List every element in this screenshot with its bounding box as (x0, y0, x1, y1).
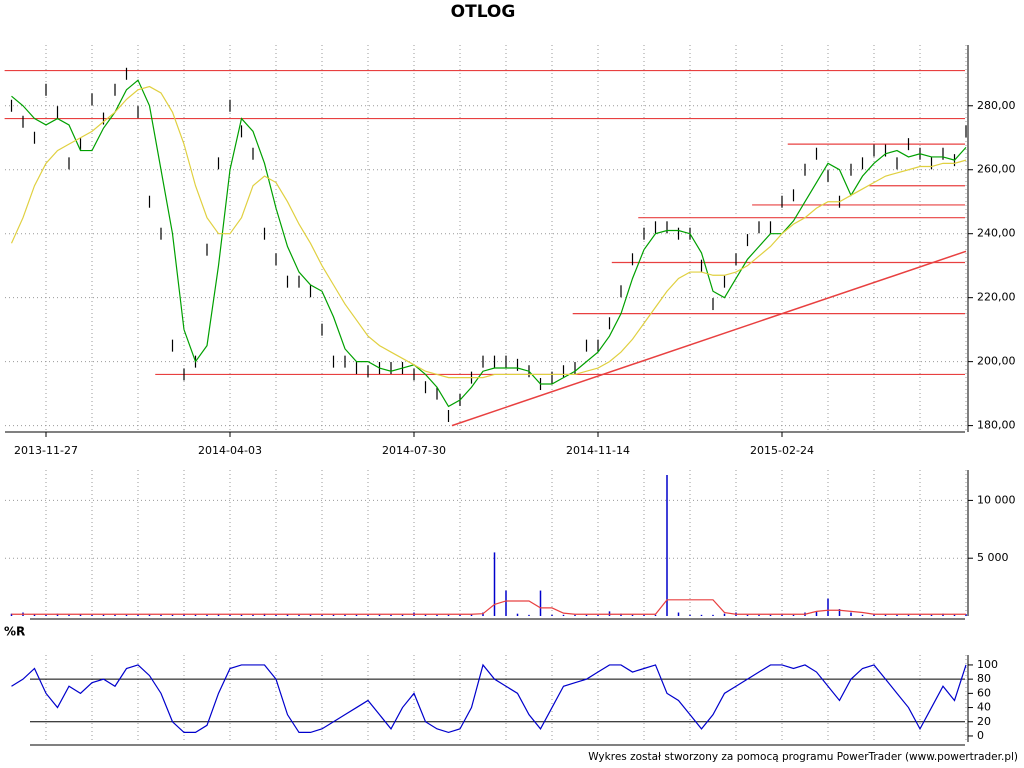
y-tick-label: 220,00 (977, 291, 1016, 304)
series-line (11, 663, 967, 734)
chart-title: OTLOG (451, 2, 516, 22)
y-tick-label: 20 (977, 715, 991, 728)
y-tick-label: 100 (977, 658, 998, 671)
series-line (11, 79, 967, 408)
y-tick-label: 5 000 (977, 551, 1009, 564)
x-tick-label: 2014-04-03 (198, 444, 262, 457)
y-tick-label: 10 000 (977, 493, 1016, 506)
series-line (11, 599, 966, 615)
trend-line (451, 250, 967, 427)
x-tick-label: 2013-11-27 (14, 444, 78, 457)
x-tick-label: 2014-11-14 (566, 444, 630, 457)
panel-title: %R (4, 625, 25, 639)
y-tick-label: 60 (977, 686, 991, 699)
footer: Wykres został stworzony za pomocą progra… (588, 751, 1018, 763)
y-tick-label: 260,00 (977, 163, 1016, 176)
y-tick-label: 200,00 (977, 355, 1016, 368)
x-tick-label: 2014-07-30 (382, 444, 446, 457)
y-tick-label: 40 (977, 701, 991, 714)
x-tick-label: 2015-02-24 (750, 444, 814, 457)
y-tick-label: 180,00 (977, 419, 1016, 432)
y-tick-label: 0 (977, 729, 984, 742)
y-tick-label: 280,00 (977, 99, 1016, 112)
y-tick-label: 240,00 (977, 227, 1016, 240)
y-tick-label: 80 (977, 672, 991, 685)
series-line (10, 85, 967, 379)
